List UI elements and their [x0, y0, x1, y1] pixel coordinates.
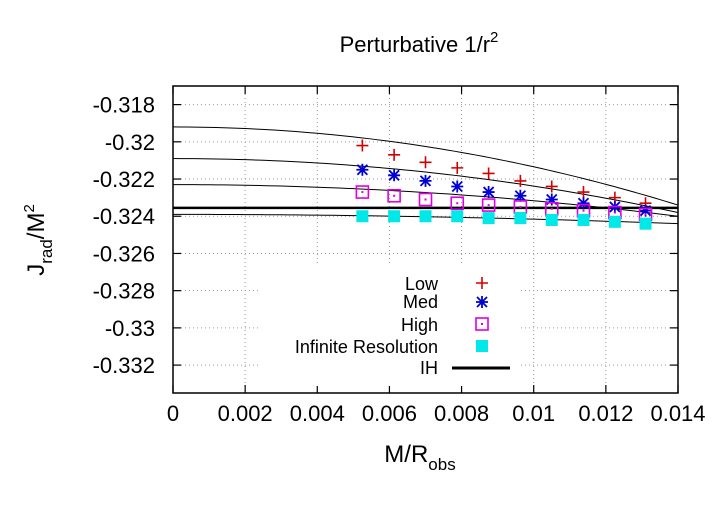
data-point-plus: [577, 186, 590, 199]
x-tick-label: 0.008: [434, 401, 489, 426]
data-point-star: [388, 169, 401, 182]
data-point-plus: [419, 156, 432, 169]
data-point-plus: [545, 180, 558, 193]
data-point-square-dot: [355, 185, 370, 199]
data-point-star: [545, 193, 558, 206]
data-point-filled-square: [482, 212, 495, 225]
data-point-plus: [514, 174, 527, 187]
data-point-filled-square: [514, 212, 527, 225]
legend-label: Med: [403, 292, 438, 312]
marker-dot: [393, 194, 396, 197]
x-tick-label: 0.004: [290, 401, 345, 426]
y-tick-label: -0.32: [105, 130, 155, 155]
x-axis: 0 0.002 0.004 0.006 0.008 0.01 0.012 0.014: [167, 86, 706, 426]
data-point-filled-square: [608, 215, 621, 228]
x-tick-label: 0.01: [512, 401, 555, 426]
data-point-star: [482, 186, 495, 199]
data-markers: [355, 139, 653, 230]
legend-entry-high: High: [401, 315, 489, 335]
legend-marker-plus: [476, 277, 488, 289]
marker-square: [387, 188, 401, 203]
data-point-filled-square: [356, 210, 369, 223]
y-tick-label: -0.322: [93, 167, 155, 192]
legend-label: High: [401, 315, 438, 335]
data-point-plus: [476, 277, 488, 289]
data-point-square-dot: [387, 188, 401, 203]
legend-label: Infinite Resolution: [295, 337, 438, 357]
marker-dot: [582, 209, 585, 212]
data-point-plus: [451, 161, 464, 174]
legend-background: [260, 266, 518, 386]
legend-marker-star: [476, 296, 488, 308]
y-tick-label: -0.332: [93, 353, 155, 378]
data-point-plus: [482, 167, 495, 180]
marker-dot: [424, 198, 427, 201]
data-point-star: [451, 180, 464, 193]
legend-entry-ih: IH: [420, 358, 510, 378]
plot-frame: [172, 85, 679, 394]
y-axis-label: Jrad/M2: [21, 204, 56, 276]
marker-dot: [361, 191, 364, 194]
data-point-filled-square: [577, 213, 590, 226]
y-tick-label: -0.318: [93, 93, 155, 118]
y-tick-label: -0.328: [93, 279, 155, 304]
marker-dot: [456, 202, 459, 205]
series-markers: [356, 139, 652, 210]
y-tick-label: -0.324: [93, 204, 155, 229]
legend-label: IH: [420, 358, 438, 378]
x-axis-label: M/Robs: [384, 441, 455, 474]
marker-dot: [519, 205, 522, 208]
legend-marker-filled-square: [476, 340, 488, 352]
data-point-star: [419, 174, 432, 187]
legend-label: Low: [405, 274, 439, 294]
marker-square: [418, 192, 433, 207]
data-point-star: [577, 197, 590, 210]
data-point-square-dot: [450, 196, 465, 211]
x-tick-label: 0.014: [650, 401, 705, 426]
data-point-star: [514, 189, 527, 202]
x-tick-label: 0.002: [218, 401, 273, 426]
fit-curve: [172, 158, 679, 214]
series-markers: [355, 185, 653, 222]
x-tick-label: 0.012: [578, 401, 633, 426]
marker-square: [355, 185, 370, 199]
data-point-square-dot: [418, 192, 433, 207]
data-point-filled-square: [451, 210, 464, 223]
marker-dot: [613, 211, 616, 214]
data-point-plus: [388, 148, 401, 161]
legend-entry-infinite-resolution: Infinite Resolution: [295, 337, 488, 357]
marker-square: [475, 317, 489, 331]
marker-dot: [481, 323, 483, 325]
y-tick-label: -0.33: [105, 316, 155, 341]
y-axis: -0.318 -0.32 -0.322 -0.324 -0.326 -0.328 -0.33…: [93, 93, 678, 378]
x-tick-label: 0.006: [362, 401, 417, 426]
data-point-filled-square: [545, 213, 558, 226]
marker-dot: [487, 204, 490, 207]
data-point-filled-square: [388, 210, 401, 223]
y-tick-label: -0.326: [93, 241, 155, 266]
data-point-filled-square: [476, 340, 488, 352]
data-point-star: [476, 296, 488, 308]
data-point-filled-square: [639, 217, 652, 230]
data-point-square-dot: [475, 317, 489, 331]
data-point-square-dot: [481, 198, 496, 212]
chart-title: Perturbative 1/r2: [340, 29, 499, 57]
marker-square: [450, 196, 465, 211]
legend-marker-square-dot: [475, 317, 489, 331]
legend-entry-low: Low: [405, 274, 488, 294]
x-tick-label: 0: [167, 401, 179, 426]
marker-dot: [644, 213, 647, 216]
data-point-star: [639, 204, 652, 217]
legend-entry-med: Med: [403, 292, 488, 312]
series-markers: [356, 210, 652, 230]
data-point-star: [356, 163, 369, 176]
marker-dot: [550, 207, 553, 210]
legend: Low Med High Infinite Resolution IH: [260, 266, 518, 386]
marker-square: [481, 198, 496, 212]
fit-curve: [172, 126, 679, 206]
data-point-filled-square: [419, 210, 432, 223]
data-point-plus: [356, 139, 369, 152]
